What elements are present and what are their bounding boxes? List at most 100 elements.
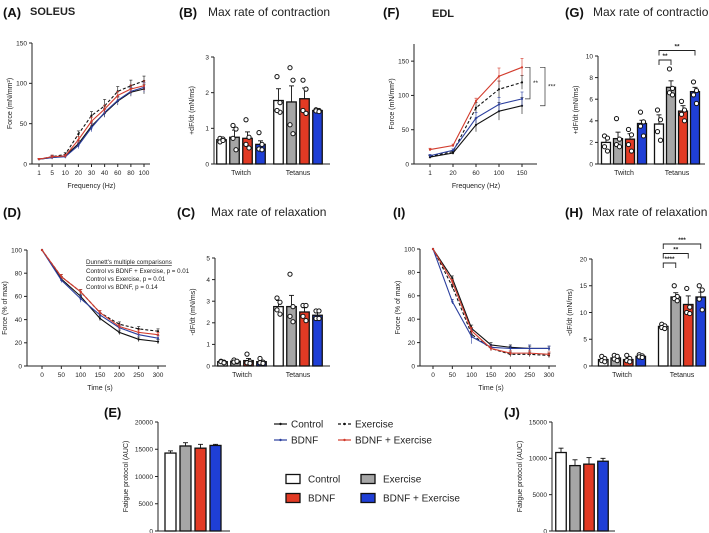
x-axis-label: Frequency (Hz): [67, 183, 115, 190]
series-bdnf-exercise: [428, 58, 524, 151]
data-point: [451, 149, 455, 152]
x-tick-label: 200: [114, 372, 125, 379]
series-control: [431, 247, 551, 351]
individual-point: [699, 287, 705, 293]
x-tick-label: 50: [58, 372, 66, 379]
y-tick-label: 60: [15, 294, 23, 301]
legend-marker: [343, 422, 346, 426]
significance-bracket: [525, 66, 531, 100]
panel-title-h: Max rate of relaxation: [592, 205, 707, 219]
bar-exercise: [670, 296, 682, 367]
y-tick-label: 0: [411, 363, 415, 370]
individual-point: [613, 116, 620, 122]
data-point: [60, 275, 63, 278]
series-bdnf-exercise: [40, 248, 160, 337]
x-tick-label: 100: [466, 372, 477, 379]
x-category-label: Tetanus: [286, 372, 311, 379]
x-axis-label: Frequency (Hz): [452, 183, 500, 190]
individual-point: [233, 147, 239, 153]
x-tick-label: 250: [133, 372, 144, 379]
y-axis-label: -dF/dt (mN/ms): [567, 289, 574, 336]
y-tick-label: 100: [404, 246, 415, 253]
data-point: [116, 99, 119, 102]
data-point: [528, 352, 531, 355]
legend-bar-swatch: [360, 473, 376, 485]
x-tick-label: 0: [431, 372, 435, 379]
legend-label: BDNF + Exercise: [355, 436, 432, 447]
individual-point: [246, 145, 252, 151]
x-category-label: Twitch: [232, 372, 252, 379]
individual-point: [669, 92, 676, 98]
bar-control: [600, 141, 612, 165]
bar-control: [273, 99, 284, 165]
data-point: [118, 331, 121, 334]
y-axis-label: Force (% of max): [395, 281, 402, 335]
individual-point: [628, 148, 635, 154]
individual-point: [316, 315, 322, 322]
individual-point: [256, 130, 262, 136]
individual-point: [657, 117, 664, 123]
individual-point: [601, 144, 608, 150]
bar-control: [555, 451, 567, 532]
y-tick-label: 8: [589, 75, 593, 82]
significance-bracket: [658, 50, 696, 56]
series-line: [432, 248, 550, 357]
individual-point: [604, 135, 611, 141]
bar-control: [657, 325, 669, 367]
data-point: [51, 155, 54, 158]
y-tick-label: 10: [586, 53, 594, 60]
annotation-line: Control vs BDNF, p = 0.14: [86, 284, 158, 291]
legend-label: BDNF: [291, 436, 318, 447]
legend-bar-swatch: [360, 492, 376, 504]
y-tick-label: 6: [589, 97, 593, 104]
bar-bdnf-exercise: [312, 109, 323, 165]
bar-bdnf: [299, 98, 310, 165]
x-tick-label: 50: [449, 372, 457, 379]
data-point: [470, 329, 473, 332]
bar-control: [164, 452, 177, 532]
chart-c: 0 1 2 3 4 5 -dF/dt (mN/ms) Twitch Tetanus: [190, 255, 330, 379]
data-point: [40, 248, 44, 252]
legend-line-item: Control: [274, 420, 323, 431]
individual-point: [624, 352, 630, 358]
individual-point: [616, 144, 623, 150]
data-point: [520, 66, 524, 69]
bar-bdnf-exercise: [597, 460, 609, 532]
bar-bdnf: [682, 303, 694, 367]
chart-d: 0 20 40 60 80 100 Force (% of max) 0 50 100 150 200…: [2, 247, 166, 392]
individual-point: [681, 118, 688, 124]
bar-bdnf: [583, 463, 595, 532]
legend-label: Exercise: [355, 420, 394, 431]
data-point: [489, 347, 493, 350]
panel-title-c: Max rate of relaxation: [211, 205, 326, 219]
x-tick-label: 60: [114, 170, 122, 177]
x-tick-label: 100: [75, 372, 86, 379]
bar-bdnf-exercise: [209, 444, 222, 532]
legend-bar-swatch: [285, 473, 301, 485]
x-tick-label: 30: [88, 170, 96, 177]
y-axis-label: +dF/dt (mN/ms): [573, 86, 580, 135]
data-point: [474, 99, 478, 103]
significance-bracket: [540, 66, 546, 107]
individual-point: [687, 310, 693, 317]
y-tick-label: 10: [580, 310, 588, 317]
x-category-label: Twitch: [612, 372, 632, 379]
individual-point: [260, 360, 266, 367]
x-tick-label: 150: [486, 372, 497, 379]
data-point: [520, 81, 524, 84]
legend-label: Control: [291, 420, 323, 431]
series-bdnf-exercise: [37, 80, 146, 161]
individual-point: [274, 74, 280, 80]
individual-point: [243, 141, 249, 147]
bar-bdnf-exercise: [636, 122, 648, 165]
data-point: [137, 338, 140, 341]
significance-label: ****: [664, 256, 675, 263]
y-tick-label: 40: [15, 317, 23, 324]
panel-label-f: (F): [383, 5, 400, 20]
data-point: [509, 347, 512, 350]
individual-point: [625, 126, 632, 133]
legend-bar-swatch: [285, 492, 301, 504]
chart-f: 0 50 100 150 Force (mN/mm²) 1 20 60 100 150 Freque…: [389, 44, 556, 190]
individual-point: [637, 109, 644, 115]
y-tick-label: 100: [16, 81, 27, 88]
